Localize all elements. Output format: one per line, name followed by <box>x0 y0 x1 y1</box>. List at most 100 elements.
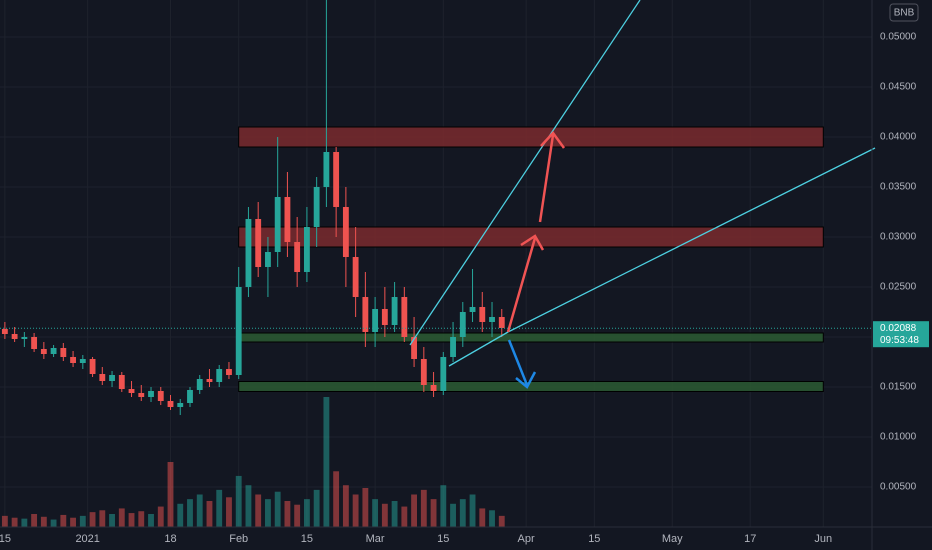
symbol: BNB <box>894 8 915 19</box>
volume-bar <box>157 506 164 527</box>
arrow-head <box>520 234 545 251</box>
x-tick-label: 15 <box>301 533 313 545</box>
volume-bar <box>342 485 349 527</box>
candle-body <box>235 287 242 375</box>
candle-body <box>50 348 57 354</box>
candle-body <box>489 317 495 322</box>
volume-bar <box>498 515 505 527</box>
volume-bar <box>187 499 193 527</box>
volume-bar <box>401 506 408 527</box>
volume-bar <box>430 499 437 527</box>
candle-body <box>498 317 505 328</box>
volume-bar <box>372 499 379 527</box>
candle-body <box>411 337 418 359</box>
volume-bar <box>284 501 291 527</box>
last-price-box <box>873 321 929 348</box>
y-tick-label: 0.03000 <box>880 232 917 243</box>
x-tick-label: 18 <box>164 533 176 545</box>
candle-body <box>313 187 320 227</box>
candle-body <box>79 359 86 363</box>
y-tick-label: 0.03500 <box>880 182 917 193</box>
volume-bar <box>31 514 38 527</box>
candle-body <box>391 297 398 325</box>
volume-bar <box>479 508 486 527</box>
volume-bar <box>459 499 466 527</box>
candle-body <box>128 389 135 393</box>
x-tick-label: Apr <box>518 533 535 545</box>
candle-body <box>323 152 330 187</box>
candle-body <box>459 312 466 337</box>
candle-body <box>60 348 67 357</box>
candle-body <box>479 307 486 322</box>
candle-body <box>206 379 213 382</box>
y-tick-label: 0.01500 <box>880 382 917 393</box>
candle-body <box>118 375 125 389</box>
volume-bar <box>303 499 310 527</box>
volume-bar <box>411 494 418 527</box>
x-tick-label: Jun <box>814 533 832 545</box>
volume-bar <box>391 501 398 527</box>
candle-body <box>342 207 349 257</box>
volume-bar <box>21 518 28 527</box>
y-tick-label: 0.01000 <box>880 432 917 443</box>
volume-bar <box>50 519 57 527</box>
y-tick-label: 0.02500 <box>880 282 917 293</box>
candle-body <box>352 257 359 297</box>
candle-body <box>469 307 476 312</box>
trend-line <box>409 0 641 346</box>
volume-bar <box>79 515 86 527</box>
candle-body <box>138 393 145 397</box>
candle-body <box>216 369 223 382</box>
candle-body <box>11 334 18 339</box>
y-tick-label: 0.04500 <box>880 82 917 93</box>
volume-bar <box>450 503 456 527</box>
countdown: 09:53:48 <box>880 335 919 346</box>
volume-bar <box>1 515 8 527</box>
candle-body <box>274 197 281 252</box>
volume-bar <box>333 471 340 527</box>
zone <box>238 226 824 248</box>
candle-body <box>255 219 262 267</box>
candle-body <box>99 374 106 381</box>
volume-bar <box>70 517 76 527</box>
candle-body <box>362 297 369 332</box>
volume-bar <box>60 514 67 527</box>
volume-bar <box>167 462 174 527</box>
zone <box>238 381 824 392</box>
candle-body <box>284 197 291 242</box>
volume-bar <box>489 510 495 527</box>
volume-bar <box>128 513 135 527</box>
volume-bar <box>313 489 320 527</box>
volume-bar <box>109 514 115 527</box>
zone <box>238 332 824 343</box>
candle-body <box>450 337 456 357</box>
candle-body <box>89 359 96 374</box>
volume-bar <box>469 494 476 527</box>
last-price-label: 0.02088 <box>880 323 917 334</box>
arrow <box>507 339 529 386</box>
volume-bar <box>381 503 388 527</box>
candle-body <box>21 337 28 339</box>
candle-body <box>187 390 193 403</box>
volume-bar <box>40 516 47 527</box>
candle-body <box>177 403 184 407</box>
arrow-head <box>515 371 537 389</box>
volume-bar <box>196 494 203 527</box>
volume-bar <box>226 497 232 527</box>
x-tick-label: May <box>662 533 683 545</box>
candle-body <box>381 309 388 325</box>
x-tick-label: 15 <box>437 533 449 545</box>
candle-body <box>401 297 408 337</box>
candle-body <box>440 357 447 391</box>
candle-body <box>265 252 271 267</box>
candle-body <box>109 375 115 381</box>
volume-bar <box>323 397 330 527</box>
candle-body <box>420 359 427 385</box>
arrow <box>506 237 537 333</box>
trend-line <box>507 147 876 333</box>
y-tick-label: 0.05000 <box>880 32 917 43</box>
candle-body <box>226 369 232 375</box>
volume-bar <box>352 494 359 527</box>
